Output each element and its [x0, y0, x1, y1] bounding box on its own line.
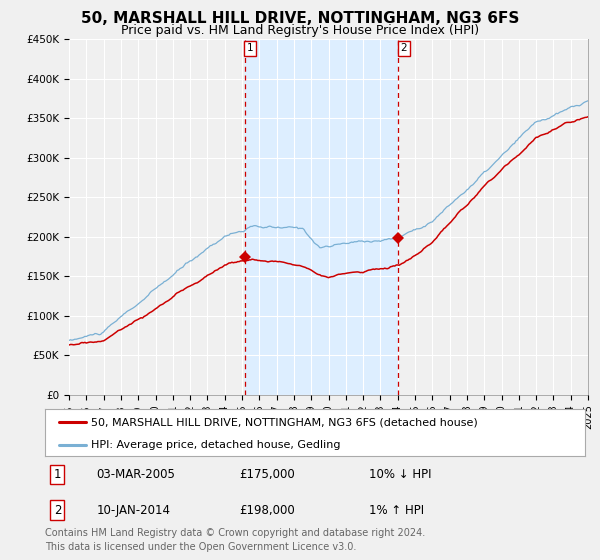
Text: 50, MARSHALL HILL DRIVE, NOTTINGHAM, NG3 6FS (detached house): 50, MARSHALL HILL DRIVE, NOTTINGHAM, NG3… — [91, 417, 478, 427]
Text: 50, MARSHALL HILL DRIVE, NOTTINGHAM, NG3 6FS: 50, MARSHALL HILL DRIVE, NOTTINGHAM, NG3… — [81, 11, 519, 26]
Text: 10% ↓ HPI: 10% ↓ HPI — [369, 468, 431, 481]
Text: 2: 2 — [400, 43, 407, 53]
Text: 03-MAR-2005: 03-MAR-2005 — [96, 468, 175, 481]
Bar — [245, 39, 398, 395]
Text: 10-JAN-2014: 10-JAN-2014 — [96, 503, 170, 516]
Text: £175,000: £175,000 — [239, 468, 295, 481]
Text: 1: 1 — [247, 43, 254, 53]
Text: Contains HM Land Registry data © Crown copyright and database right 2024.
This d: Contains HM Land Registry data © Crown c… — [45, 528, 425, 552]
Text: £198,000: £198,000 — [239, 503, 295, 516]
Text: HPI: Average price, detached house, Gedling: HPI: Average price, detached house, Gedl… — [91, 440, 340, 450]
Text: 2: 2 — [53, 503, 61, 516]
Text: Price paid vs. HM Land Registry's House Price Index (HPI): Price paid vs. HM Land Registry's House … — [121, 24, 479, 36]
Text: 1% ↑ HPI: 1% ↑ HPI — [369, 503, 424, 516]
Text: 1: 1 — [53, 468, 61, 481]
